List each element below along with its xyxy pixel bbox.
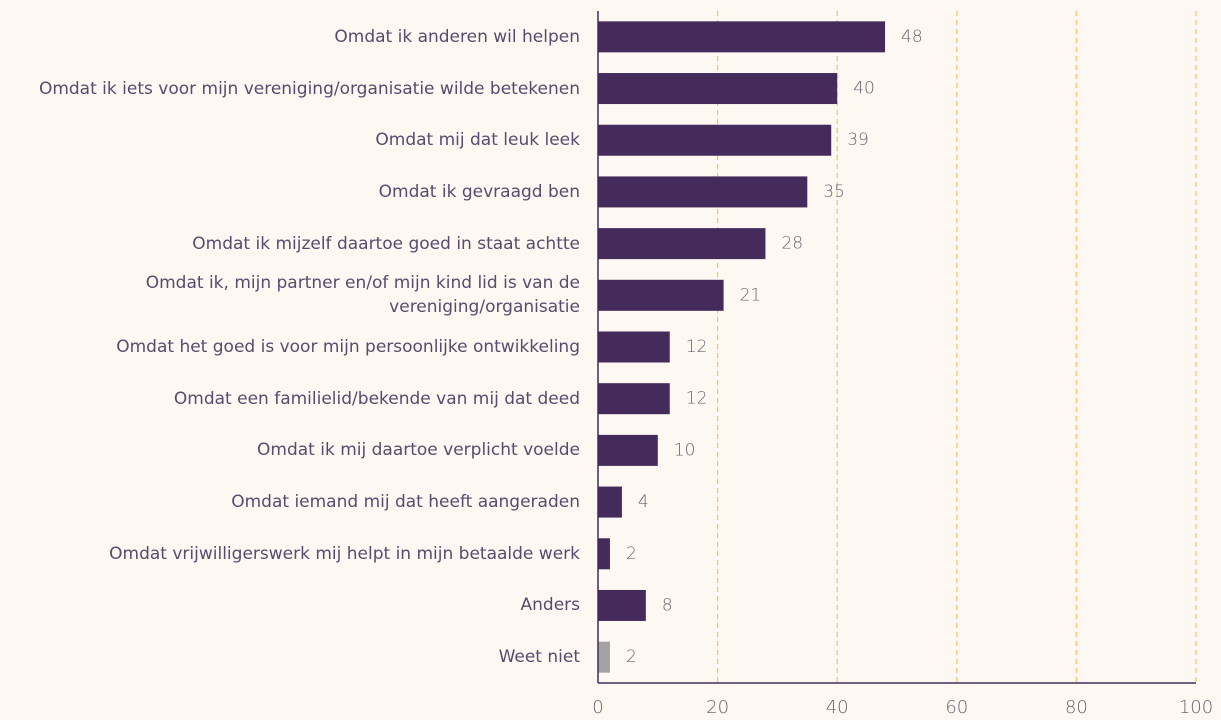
bar	[598, 176, 808, 208]
value-label: 2	[626, 647, 637, 667]
value-label: 48	[901, 27, 923, 47]
value-label: 2	[626, 544, 637, 564]
bar	[598, 486, 622, 518]
bar	[598, 641, 610, 673]
value-label: 10	[674, 440, 696, 460]
category-label: Omdat ik iets voor mijn vereniging/organ…	[38, 78, 580, 99]
category-label: Omdat ik mijzelf daartoe goed in staat a…	[192, 233, 580, 254]
value-label: 39	[847, 130, 869, 150]
bar	[598, 124, 832, 156]
value-label: 12	[686, 337, 708, 357]
value-label: 4	[638, 492, 649, 512]
x-tick-label: 0	[592, 697, 603, 718]
bar	[598, 434, 658, 466]
bar	[598, 589, 646, 621]
value-label: 8	[662, 595, 673, 615]
category-label: Omdat iemand mij dat heeft aangeraden	[231, 492, 580, 513]
category-label: Omdat mij dat leuk leek	[375, 130, 580, 151]
value-label: 40	[853, 79, 875, 99]
x-tick-label: 80	[1065, 697, 1088, 718]
category-label: Anders	[520, 595, 581, 616]
x-tick-label: 20	[706, 697, 729, 718]
x-tick-label: 100	[1179, 697, 1213, 718]
category-label: Omdat vrijwilligerswerk mij helpt in mij…	[109, 543, 580, 564]
x-tick-label: 40	[826, 697, 849, 718]
category-label: Omdat ik gevraagd ben	[378, 181, 580, 202]
value-label: 21	[740, 285, 762, 305]
bar	[598, 538, 610, 570]
category-label: Omdat ik, mijn partner en/of mijn kind l…	[145, 273, 580, 318]
bar	[598, 228, 766, 260]
category-label: Omdat ik anderen wil helpen	[334, 26, 580, 47]
value-label: 12	[686, 389, 708, 409]
category-label: Weet niet	[498, 647, 580, 668]
value-label: 35	[823, 182, 845, 202]
bar	[598, 383, 670, 415]
bar	[598, 21, 886, 53]
category-label: Omdat een familielid/bekende van mij dat…	[173, 388, 580, 409]
bar	[598, 73, 838, 105]
bar	[598, 331, 670, 363]
value-label: 28	[781, 234, 803, 254]
category-label: Omdat het goed is voor mijn persoonlijke…	[116, 337, 580, 357]
bar	[598, 279, 724, 311]
x-tick-label: 60	[945, 697, 968, 718]
category-label: Omdat ik mij daartoe verplicht voelde	[257, 440, 580, 461]
